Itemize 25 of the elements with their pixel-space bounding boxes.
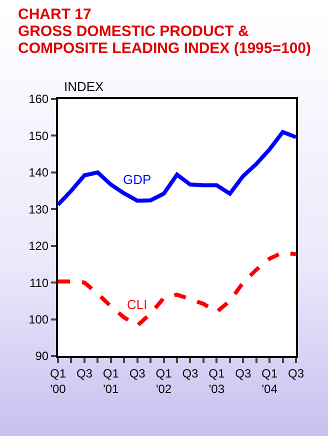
y-tick-label: 120 — [28, 239, 49, 254]
chart-title: CHART 17 — [18, 6, 92, 23]
x-tick-label: Q3 — [129, 366, 146, 380]
y-tick-label: 100 — [28, 312, 49, 326]
series-label: GDP — [123, 172, 152, 187]
y-tick-label: 110 — [29, 276, 49, 290]
x-tick-label: Q1 '04 — [262, 366, 278, 396]
y-tick-label: 130 — [28, 202, 49, 216]
y-tick-label: 150 — [28, 128, 49, 143]
series-label: CLI — [127, 297, 148, 312]
x-tick-label: Q3 — [235, 366, 252, 380]
x-tick-label: Q1 '03 — [208, 366, 225, 396]
y-tick-label: 140 — [28, 166, 49, 180]
x-tick-label: Q1 '01 — [102, 366, 120, 396]
x-tick-label: Q3 — [288, 366, 304, 380]
x-tick-label: Q1 '00 — [50, 366, 66, 396]
x-tick-label: Q1 '02 — [156, 366, 172, 396]
x-tick-label: Q3 — [76, 366, 93, 380]
chart-subtitle: GROSS DOMESTIC PRODUCT & COMPOSITE LEADING INDEX (1995=100) — [18, 23, 312, 57]
y-tick-label: 90 — [35, 349, 49, 364]
y-axis-title: INDEX — [64, 79, 104, 94]
x-tick-label: Q3 — [182, 366, 199, 380]
line-series — [58, 130, 296, 207]
y-tick-label: 160 — [28, 92, 49, 106]
line-series — [58, 250, 296, 328]
